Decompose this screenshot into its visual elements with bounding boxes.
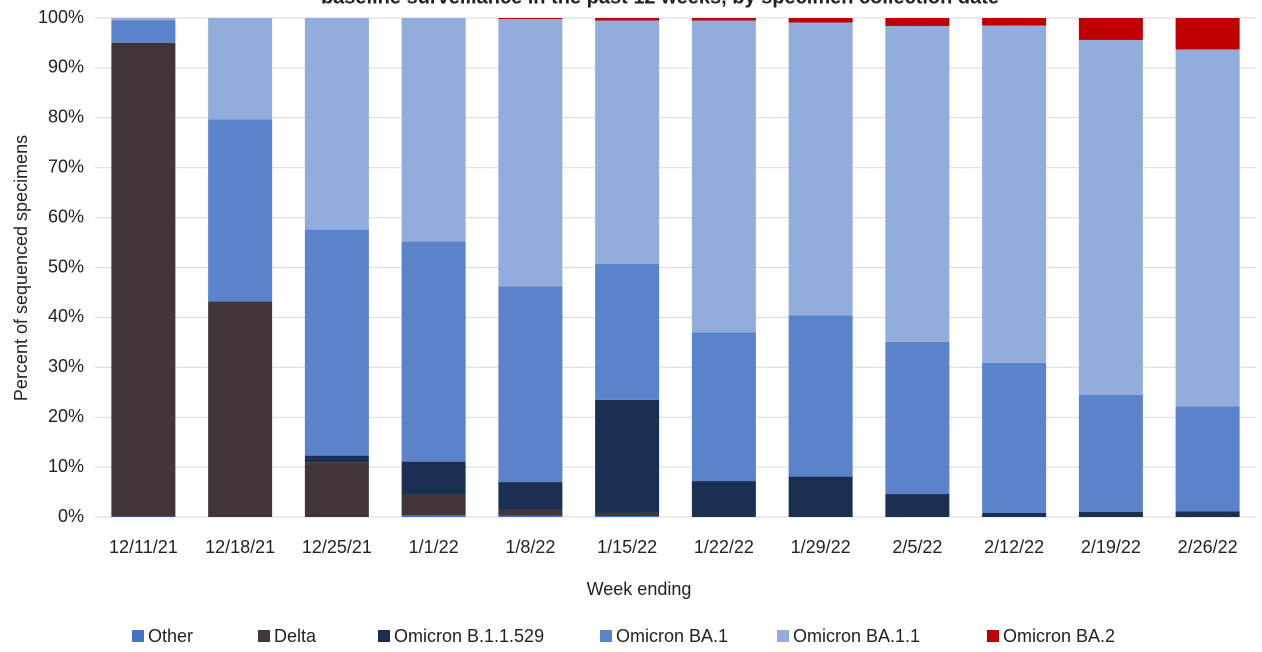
y-tick-label: 80%	[48, 107, 84, 127]
legend-label: Omicron BA.2	[1003, 626, 1115, 646]
bar-segment	[1078, 39, 1143, 395]
bar-segment	[304, 229, 369, 456]
bar-segment	[788, 18, 853, 23]
bar-segment	[595, 512, 660, 517]
bar-segment	[691, 20, 756, 333]
bar-segment	[304, 18, 369, 230]
bar-segment	[1078, 394, 1143, 513]
legend-label: Delta	[274, 626, 317, 646]
bar-segment	[982, 18, 1047, 26]
bar-segment	[401, 515, 466, 517]
bar-segment	[1078, 18, 1143, 40]
y-tick-label: 50%	[48, 256, 84, 276]
bar-segment	[401, 494, 466, 516]
x-tick-label: 2/19/22	[1081, 537, 1141, 557]
legend-swatch	[777, 630, 789, 642]
x-tick-label: 1/15/22	[597, 537, 657, 557]
y-tick-label: 20%	[48, 406, 84, 426]
bar-segment	[111, 42, 176, 517]
y-tick-label: 40%	[48, 306, 84, 326]
bar-segment	[208, 18, 273, 120]
legend-swatch	[600, 630, 612, 642]
bar-segment	[885, 341, 950, 495]
bar-segment	[788, 315, 853, 477]
bar-segment	[595, 516, 660, 517]
bar-segment	[1175, 18, 1240, 50]
bar-segment	[595, 20, 660, 265]
legend-label: Omicron B.1.1.529	[394, 626, 544, 646]
y-tick-label: 90%	[48, 57, 84, 77]
x-tick-label: 12/11/21	[109, 537, 178, 557]
chart-title: baseline surveillance in the past 12 wee…	[321, 0, 999, 8]
bar-segment	[1175, 406, 1240, 512]
bar-segment	[498, 515, 563, 517]
bar-segment	[885, 18, 950, 26]
legend-swatch	[987, 630, 999, 642]
bar-segment	[1175, 49, 1240, 407]
bar-segment	[401, 18, 466, 242]
y-tick-label: 100%	[38, 7, 84, 27]
x-axis-title: Week ending	[587, 579, 692, 599]
x-tick-label: 2/12/22	[984, 537, 1044, 557]
x-tick-label: 1/8/22	[505, 537, 555, 557]
x-tick-label: 12/18/21	[205, 537, 275, 557]
legend-swatch	[378, 630, 390, 642]
bar-segment	[691, 332, 756, 482]
bar-segment	[595, 399, 660, 513]
bar-segment	[982, 513, 1047, 517]
bar-segment	[885, 494, 950, 517]
legend-label: Omicron BA.1.1	[793, 626, 920, 646]
legend-label: Other	[148, 626, 193, 646]
bar-segment	[498, 482, 563, 510]
legend-label: Omicron BA.1	[616, 626, 728, 646]
bar-segment	[401, 461, 466, 495]
bar-segment	[111, 20, 176, 43]
bar-segment	[788, 22, 853, 316]
legend-swatch	[132, 630, 144, 642]
bar-segment	[982, 362, 1047, 514]
bar-segment	[691, 18, 756, 21]
bar-segment	[885, 25, 950, 342]
bar-segment	[982, 25, 1047, 363]
y-tick-label: 70%	[48, 156, 84, 176]
x-tick-label: 1/1/22	[409, 537, 459, 557]
bar-segment	[498, 18, 563, 19]
x-tick-label: 1/22/22	[694, 537, 754, 557]
bar-segment	[691, 481, 756, 517]
bar-segment	[304, 455, 369, 463]
y-tick-label: 0%	[58, 506, 84, 526]
x-tick-label: 2/26/22	[1178, 537, 1238, 557]
bar-segment	[595, 18, 660, 21]
y-axis-title: Percent of sequenced specimens	[11, 135, 31, 401]
bar-segment	[788, 476, 853, 517]
x-tick-label: 1/29/22	[791, 537, 851, 557]
bar-segment	[1078, 512, 1143, 517]
y-tick-label: 30%	[48, 356, 84, 376]
bar-segment	[401, 241, 466, 462]
bar-segment	[208, 301, 273, 517]
bar-segment	[498, 286, 563, 483]
bar-segment	[1175, 511, 1240, 517]
bar-segment	[304, 462, 369, 517]
y-tick-label: 10%	[48, 456, 84, 476]
bar-segment	[498, 509, 563, 516]
bar-segment	[595, 264, 660, 400]
legend-swatch	[258, 630, 270, 642]
y-tick-label: 60%	[48, 206, 84, 226]
bar-segment	[111, 18, 176, 21]
bar-segment	[208, 119, 273, 302]
bar-segment	[498, 18, 563, 287]
x-tick-label: 12/25/21	[302, 537, 372, 557]
x-tick-label: 2/5/22	[892, 537, 942, 557]
